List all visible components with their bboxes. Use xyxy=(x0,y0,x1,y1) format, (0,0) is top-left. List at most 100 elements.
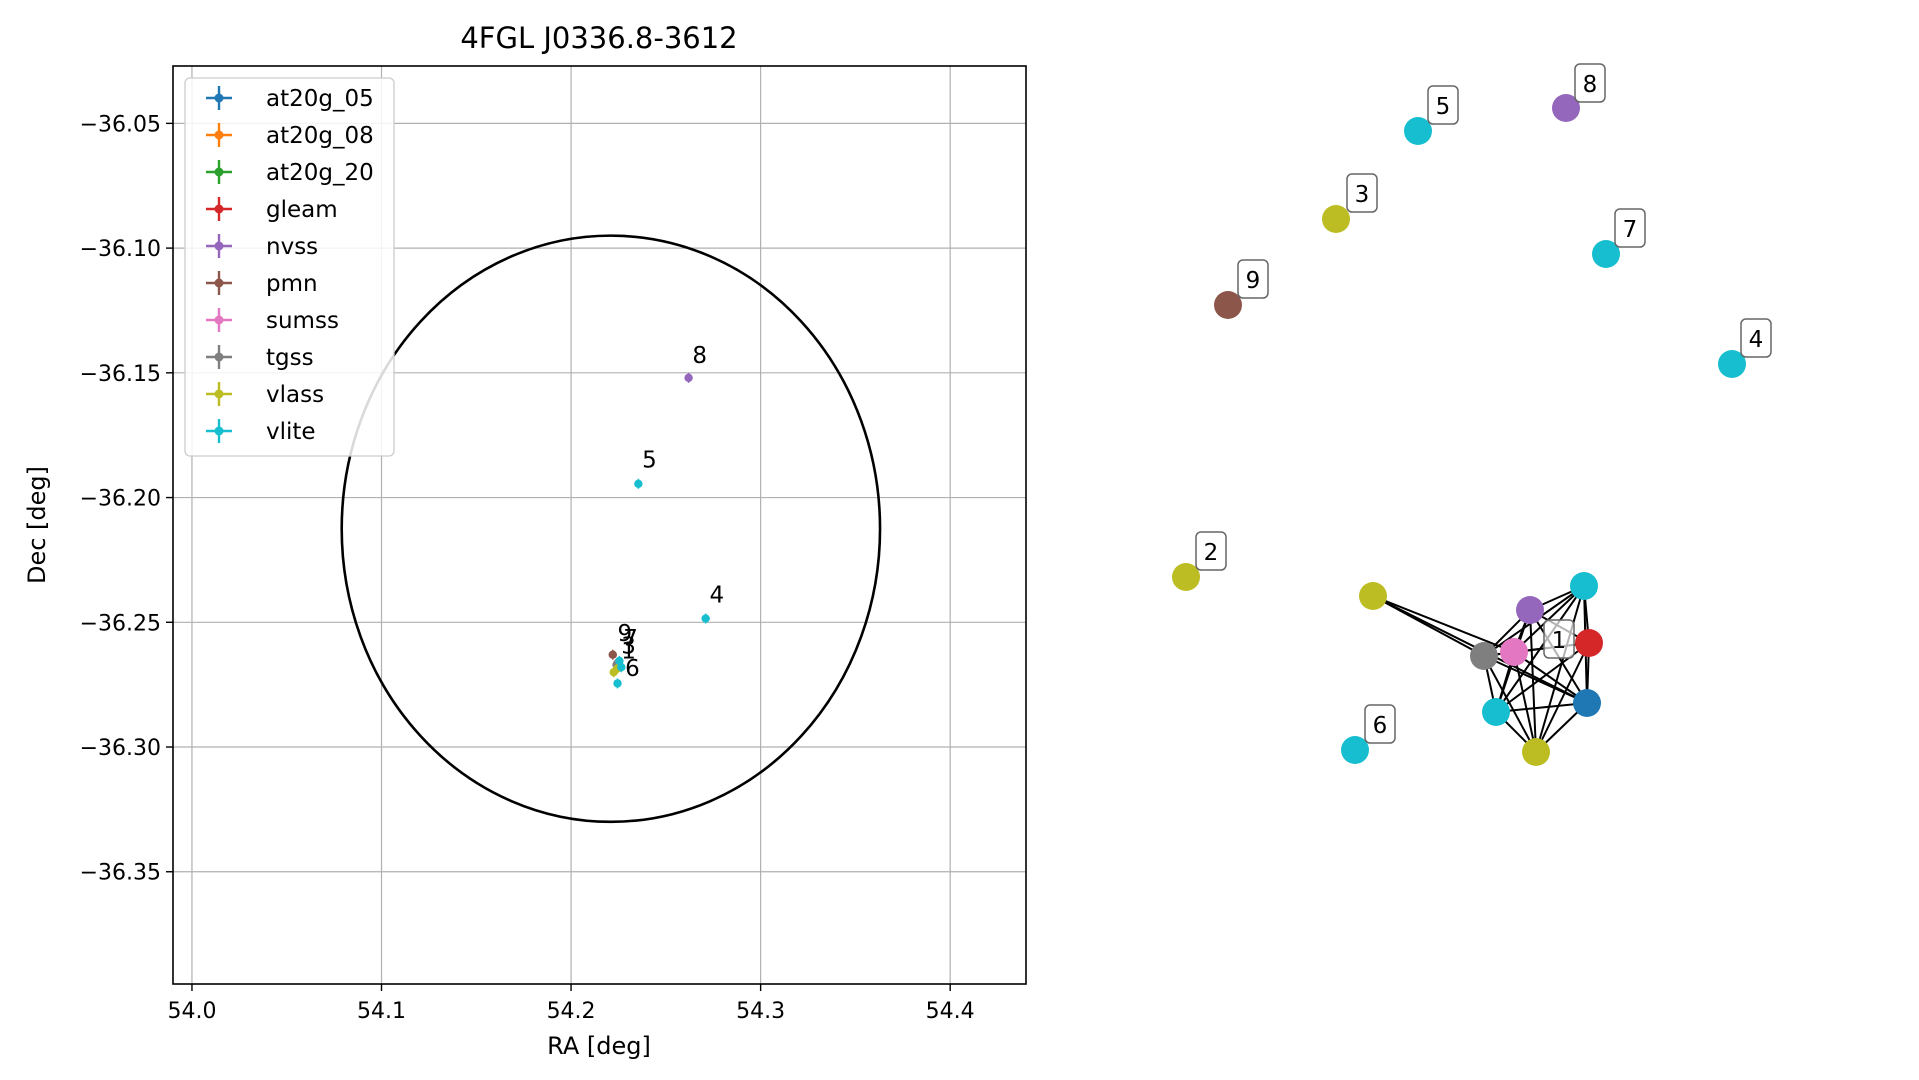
network-node-label: 3 xyxy=(1355,182,1370,208)
point-label: 6 xyxy=(625,656,640,682)
legend-frame xyxy=(184,77,395,457)
axes-frame xyxy=(172,65,1027,985)
network-node xyxy=(1573,689,1601,717)
network-node xyxy=(1470,642,1498,670)
network-node xyxy=(1575,629,1603,657)
y-tick-label: −36.15 xyxy=(80,362,161,387)
legend-marker-dot xyxy=(214,352,224,362)
network-node-label: 7 xyxy=(1623,217,1638,243)
x-tick-label: 54.0 xyxy=(167,999,216,1024)
network-node xyxy=(1322,205,1350,233)
x-tick-label: 54.4 xyxy=(926,999,975,1024)
network-node-label: 4 xyxy=(1749,327,1764,353)
legend-label: vlass xyxy=(266,382,324,408)
network-label-box xyxy=(1237,259,1269,299)
point-label: 8 xyxy=(692,343,707,369)
network-node xyxy=(1522,738,1550,766)
data-points xyxy=(608,372,710,689)
network-node xyxy=(1500,638,1528,666)
network-edge xyxy=(1513,585,1585,653)
data-point xyxy=(608,650,617,659)
network-edge xyxy=(1535,642,1590,753)
legend-marker-dot xyxy=(214,241,224,251)
network-node-label: 8 xyxy=(1583,72,1598,98)
network-node-labels: 8 5 3 7 9 4 2 6 1 xyxy=(1195,63,1772,744)
point-label: 3 xyxy=(621,633,636,659)
legend-marker-dot xyxy=(214,389,224,399)
network-node xyxy=(1592,240,1620,268)
legend-label: at20g_08 xyxy=(266,123,374,149)
network-node xyxy=(1570,572,1598,600)
network-node-label: 2 xyxy=(1204,540,1219,566)
network-node xyxy=(1516,596,1544,624)
data-point xyxy=(615,656,624,666)
localization-ellipse-layer xyxy=(340,234,882,824)
legend-marker-dot xyxy=(214,130,224,140)
chart-title: 4FGL J0336.8-3612 xyxy=(460,21,737,55)
network-node-label: 1 xyxy=(1552,628,1567,654)
network-node-label: 6 xyxy=(1373,713,1388,739)
network-edge xyxy=(1495,585,1585,713)
network-edge xyxy=(1483,655,1588,704)
data-point xyxy=(701,614,710,623)
point-label: 9 xyxy=(618,621,633,647)
point-label: 7 xyxy=(623,626,638,652)
legend-marker-dot xyxy=(214,315,224,325)
x-tick-label: 54.3 xyxy=(736,999,785,1024)
point-label: 5 xyxy=(642,448,657,474)
y-tick-label: −36.35 xyxy=(80,861,161,886)
network-edge xyxy=(1483,655,1537,753)
network-node-label: 5 xyxy=(1436,94,1451,120)
legend-label: at20g_20 xyxy=(266,160,374,186)
y-tick-label: −36.20 xyxy=(80,487,161,512)
network-label-box xyxy=(1574,63,1606,103)
network-node xyxy=(1404,117,1432,145)
y-tick-label: −36.05 xyxy=(80,112,161,137)
legend-label: pmn xyxy=(266,271,318,297)
network-edge xyxy=(1535,585,1585,753)
legend-label: nvss xyxy=(266,234,318,260)
network-edge xyxy=(1372,595,1515,653)
network-edge xyxy=(1529,609,1537,753)
legend-marker-dot xyxy=(214,204,224,214)
legend-label: at20g_05 xyxy=(266,86,374,112)
network-label-box xyxy=(1543,619,1575,659)
y-tick-label: −36.10 xyxy=(80,237,161,262)
y-axis-label: Dec [deg] xyxy=(23,466,51,584)
network-node xyxy=(1341,736,1369,764)
legend-marker-dot xyxy=(214,167,224,177)
network-label-box xyxy=(1614,208,1646,248)
axis-ticks: 54.0 54.1 54.2 54.3 54.4 −36.05 −36.10 −36.15 −3… xyxy=(80,112,975,1024)
point-label: 1 xyxy=(621,638,636,664)
y-tick-label: −36.30 xyxy=(80,736,161,761)
localization-ellipse xyxy=(340,234,882,824)
point-label: 4 xyxy=(709,582,724,608)
data-point xyxy=(684,373,693,383)
network-node xyxy=(1359,582,1387,610)
network-label-box xyxy=(1427,85,1459,125)
data-point xyxy=(634,479,643,489)
data-point xyxy=(613,679,622,688)
network-node xyxy=(1552,94,1580,122)
network-edge xyxy=(1513,651,1537,753)
network-node xyxy=(1482,698,1510,726)
y-tick-label: −36.25 xyxy=(80,611,161,636)
network-edge xyxy=(1495,702,1588,713)
legend-label: sumss xyxy=(266,308,339,334)
network-nodes xyxy=(1172,94,1746,766)
network-label-box xyxy=(1195,531,1227,571)
legend-label: vlite xyxy=(266,419,316,445)
network-node xyxy=(1172,563,1200,591)
legend-marker-dot xyxy=(214,93,224,103)
network-label-box xyxy=(1346,173,1378,213)
network-node xyxy=(1718,350,1746,378)
x-axis-label: RA [deg] xyxy=(547,1032,651,1060)
legend-label: gleam xyxy=(266,197,338,223)
legend-marker-dot xyxy=(214,278,224,288)
network-label-box xyxy=(1740,318,1772,358)
network-edge xyxy=(1513,651,1588,704)
